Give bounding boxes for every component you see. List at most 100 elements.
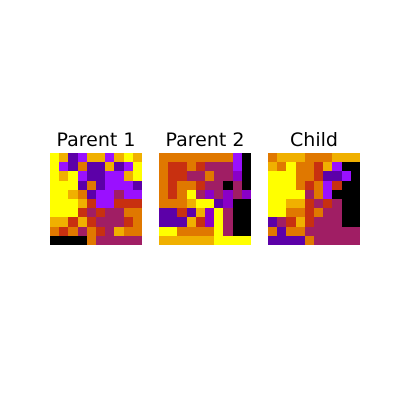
grid-cell xyxy=(233,190,242,199)
grid-cell xyxy=(133,153,142,162)
grid-cell xyxy=(305,199,314,208)
grid-cell xyxy=(286,190,295,199)
grid-cell xyxy=(159,190,168,199)
grid-cell xyxy=(50,199,59,208)
grid-cell xyxy=(124,190,133,199)
grid-cell xyxy=(205,227,214,236)
pixel-grid xyxy=(50,153,142,245)
grid-cell xyxy=(323,236,332,245)
grid-cell xyxy=(332,208,341,217)
grid-cell xyxy=(342,190,351,199)
grid-cell xyxy=(168,217,177,226)
grid-cell xyxy=(323,162,332,171)
grid-cell xyxy=(78,162,87,171)
grid-cell xyxy=(59,171,68,180)
grid-cell xyxy=(296,190,305,199)
grid-cell xyxy=(105,153,114,162)
grid-cell xyxy=(78,199,87,208)
grid-cell xyxy=(124,208,133,217)
grid-cell xyxy=(87,162,96,171)
grid-cell xyxy=(50,236,59,245)
grid-cell xyxy=(314,190,323,199)
grid-cell xyxy=(87,153,96,162)
grid-cell xyxy=(314,181,323,190)
grid-cell xyxy=(105,171,114,180)
grid-cell xyxy=(233,227,242,236)
grid-cell xyxy=(342,171,351,180)
grid-cell xyxy=(196,199,205,208)
grid-cell xyxy=(305,227,314,236)
grid-cell xyxy=(305,236,314,245)
grid-cell xyxy=(133,162,142,171)
grid-cell xyxy=(96,217,105,226)
grid-cell xyxy=(105,217,114,226)
grid-cell xyxy=(168,162,177,171)
grid-cell xyxy=(314,199,323,208)
grid-cell xyxy=(68,227,77,236)
grid-cell xyxy=(223,208,232,217)
grid-cell xyxy=(342,181,351,190)
grid-cell xyxy=(351,199,360,208)
grid-cell xyxy=(277,162,286,171)
grid-cell xyxy=(268,171,277,180)
grid-cell xyxy=(196,236,205,245)
grid-cell xyxy=(342,227,351,236)
grid-cell xyxy=(168,181,177,190)
grid-cell xyxy=(268,227,277,236)
grid-cell xyxy=(277,153,286,162)
grid-cell xyxy=(268,181,277,190)
grid-cell xyxy=(114,217,123,226)
grid-cell xyxy=(96,208,105,217)
grid-cell xyxy=(342,217,351,226)
grid-cell xyxy=(187,236,196,245)
grid-cell xyxy=(223,162,232,171)
pixel-grid xyxy=(268,153,360,245)
grid-cell xyxy=(68,153,77,162)
grid-cell xyxy=(168,227,177,236)
grid-cell xyxy=(323,199,332,208)
grid-cell xyxy=(314,208,323,217)
grid-cell xyxy=(187,227,196,236)
grid-cell xyxy=(114,199,123,208)
grid-cell xyxy=(214,181,223,190)
grid-cell xyxy=(214,153,223,162)
grid-cell xyxy=(105,208,114,217)
grid-cell xyxy=(177,227,186,236)
grid-cell xyxy=(205,181,214,190)
grid-cell xyxy=(114,181,123,190)
grid-cell xyxy=(351,208,360,217)
grid-cell xyxy=(214,199,223,208)
grid-cell xyxy=(268,236,277,245)
grid-cell xyxy=(87,227,96,236)
grid-cell xyxy=(177,199,186,208)
grid-cell xyxy=(214,171,223,180)
grid-cell xyxy=(332,181,341,190)
grid-cell xyxy=(177,190,186,199)
grid-cell xyxy=(105,236,114,245)
grid-cell xyxy=(68,162,77,171)
grid-cell xyxy=(332,236,341,245)
grid-cell xyxy=(78,181,87,190)
grid-cell xyxy=(242,162,251,171)
grid-cell xyxy=(223,217,232,226)
grid-cell xyxy=(133,171,142,180)
grid-cell xyxy=(114,227,123,236)
grid-cell xyxy=(133,217,142,226)
panel-title: Parent 1 xyxy=(50,127,142,153)
grid-cell xyxy=(233,181,242,190)
grid-cell xyxy=(68,171,77,180)
grid-cell xyxy=(296,217,305,226)
grid-cell xyxy=(314,236,323,245)
grid-cell xyxy=(242,171,251,180)
grid-cell xyxy=(168,171,177,180)
grid-cell xyxy=(78,171,87,180)
grid-cell xyxy=(351,181,360,190)
parent-1-panel: Parent 1 xyxy=(50,127,142,245)
grid-cell xyxy=(223,190,232,199)
grid-cell xyxy=(124,227,133,236)
grid-cell xyxy=(296,208,305,217)
grid-cell xyxy=(168,153,177,162)
grid-cell xyxy=(268,217,277,226)
grid-cell xyxy=(196,162,205,171)
grid-cell xyxy=(286,236,295,245)
